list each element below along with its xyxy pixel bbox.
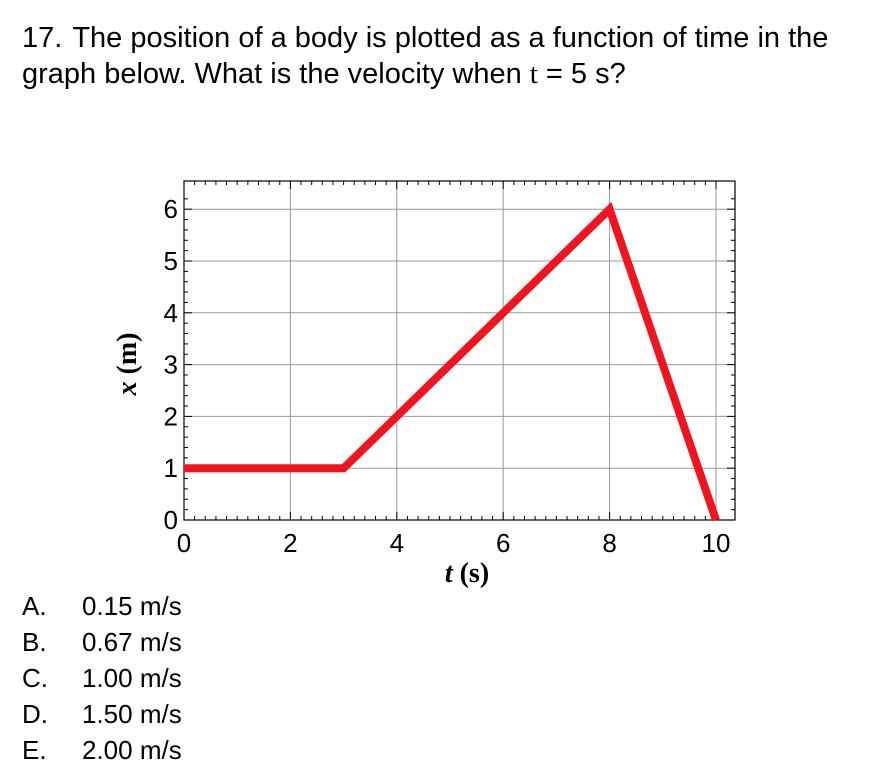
y-tick-labels: 0 1 2 3 4 5 6 [164, 194, 178, 535]
position-time-chart: 0 2 4 6 8 10 0 1 2 3 4 5 6 t (s) x (m) [112, 180, 736, 589]
minor-ticks [183, 181, 735, 521]
y-tick-label: 3 [164, 350, 178, 380]
question-variable: t [529, 58, 538, 90]
x-axis-title: t (s) [445, 558, 489, 589]
choice-c[interactable]: C. 1.00 m/s [22, 663, 182, 693]
x-tick-label: 0 [177, 528, 191, 558]
y-tick-label: 4 [164, 298, 178, 328]
y-axis-title: x (m) [112, 333, 143, 397]
question-stem-end: = 5 s? [545, 58, 626, 90]
y-tick-label: 1 [164, 453, 178, 483]
choice-b[interactable]: B. 0.67 m/s [22, 627, 182, 657]
x-tick-labels: 0 2 4 6 8 10 [177, 528, 731, 558]
choice-e[interactable]: E. 2.00 m/s [22, 735, 182, 765]
position-line [184, 201, 720, 522]
question-number: 17. [22, 22, 63, 54]
choice-a[interactable]: A. 0.15 m/s [22, 591, 182, 621]
choice-d[interactable]: D. 1.50 m/s [22, 699, 182, 729]
y-tick-label: 5 [164, 246, 178, 276]
y-tick-label: 2 [164, 401, 178, 431]
answer-choices: A. 0.15 m/s B. 0.67 m/s C. 1.00 m/s D. 1.50 … [22, 588, 182, 768]
x-tick-label: 10 [702, 528, 731, 558]
question-text: 17. The position of a body is plotted as … [22, 20, 872, 92]
question-stem: The position of a body is plotted as a f… [22, 22, 829, 90]
x-tick-label: 2 [283, 528, 297, 558]
x-tick-label: 4 [390, 528, 404, 558]
plot-frame [183, 180, 736, 521]
y-tick-label: 0 [164, 505, 178, 535]
y-tick-label: 6 [164, 194, 178, 224]
x-tick-label: 8 [602, 528, 616, 558]
x-tick-label: 6 [496, 528, 510, 558]
